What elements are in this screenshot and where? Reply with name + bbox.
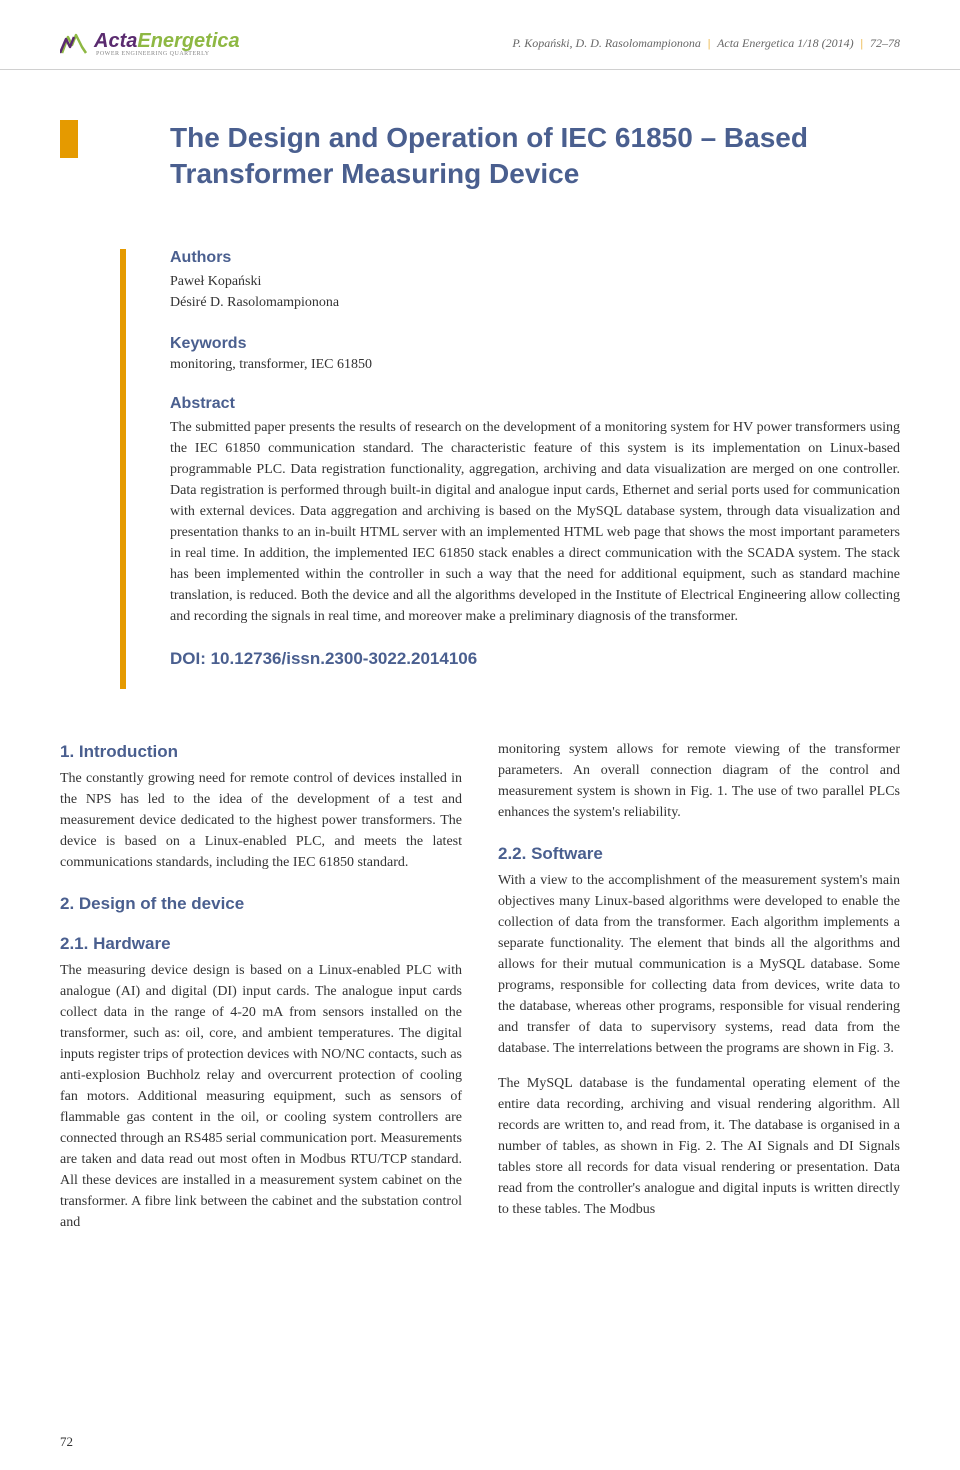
page-header: ActaEnergetica POWER ENGINEERING QUARTER… <box>0 0 960 70</box>
article-body: 1. Introduction The constantly growing n… <box>0 689 960 1234</box>
article-meta: Authors Paweł Kopański Désiré D. Rasolom… <box>170 249 900 689</box>
page-number: 72 <box>60 1434 73 1450</box>
column-left: 1. Introduction The constantly growing n… <box>60 739 462 1234</box>
abstract-label: Abstract <box>170 395 900 413</box>
journal-logo: ActaEnergetica POWER ENGINEERING QUARTER… <box>60 30 240 57</box>
logo-text: ActaEnergetica POWER ENGINEERING QUARTER… <box>94 30 240 57</box>
heading-introduction: 1. Introduction <box>60 739 462 765</box>
authors-list: Paweł Kopański Désiré D. Rasolomampionon… <box>170 271 900 313</box>
paragraph: With a view to the accomplishment of the… <box>498 870 900 1059</box>
title-accent-block <box>60 120 78 158</box>
paragraph: The constantly growing need for remote c… <box>60 768 462 873</box>
logo-acta: Acta <box>94 30 137 52</box>
article-front-matter: The Design and Operation of IEC 61850 – … <box>0 70 960 689</box>
heading-software: 2.2. Software <box>498 841 900 867</box>
authors-label: Authors <box>170 249 900 267</box>
header-authors: P. Kopański, D. D. Rasolomampionona <box>512 36 700 50</box>
article-title: The Design and Operation of IEC 61850 – … <box>170 120 900 193</box>
keywords-label: Keywords <box>170 335 900 353</box>
header-journal: Acta Energetica <box>717 36 794 50</box>
author-name: Désiré D. Rasolomampionona <box>170 292 900 313</box>
header-citation: P. Kopański, D. D. Rasolomampionona | Ac… <box>512 36 900 51</box>
header-pages: 72–78 <box>870 36 900 50</box>
paragraph: monitoring system allows for remote view… <box>498 739 900 823</box>
doi: DOI: 10.12736/issn.2300-3022.2014106 <box>170 649 900 669</box>
abstract-text: The submitted paper presents the results… <box>170 417 900 627</box>
separator-icon: | <box>861 36 863 50</box>
keywords-text: monitoring, transformer, IEC 61850 <box>170 357 900 373</box>
author-name: Paweł Kopański <box>170 271 900 292</box>
separator-icon: | <box>708 36 710 50</box>
column-right: monitoring system allows for remote view… <box>498 739 900 1234</box>
paragraph: The MySQL database is the fundamental op… <box>498 1073 900 1220</box>
paragraph: The measuring device design is based on … <box>60 960 462 1233</box>
logo-energetica: Energetica <box>137 30 239 52</box>
meta-side-bar <box>120 249 126 689</box>
heading-design: 2. Design of the device <box>60 891 462 917</box>
logo-icon <box>60 33 88 55</box>
header-issue: 1/18 (2014) <box>797 36 853 50</box>
heading-hardware: 2.1. Hardware <box>60 931 462 957</box>
